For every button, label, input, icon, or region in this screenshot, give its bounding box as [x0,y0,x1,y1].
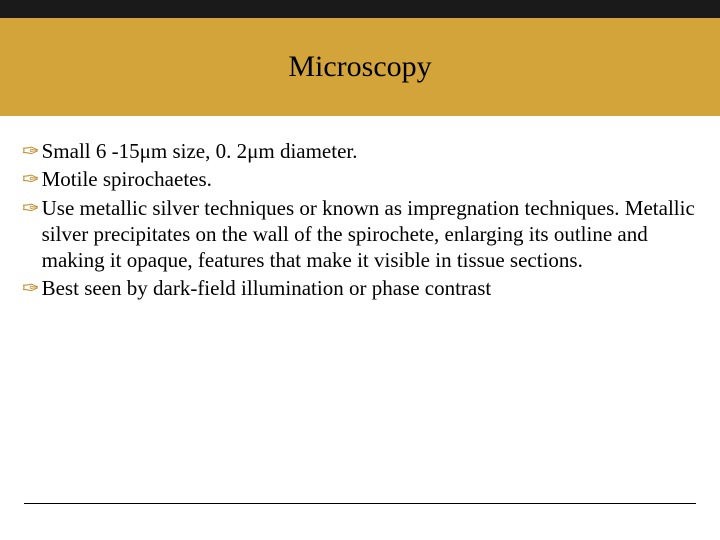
bullet-item: ✑ Motile spirochaetes. [22,166,698,192]
bullet-item: ✑ Use metallic silver techniques or know… [22,195,698,274]
footer-divider-line [24,503,696,505]
bullet-item: ✑ Best seen by dark-field illumination o… [22,275,698,301]
bullet-marker-icon: ✑ [22,166,40,192]
header-gold-band: Microscopy [0,18,720,116]
bullet-text: Motile spirochaetes. [42,166,698,192]
bullet-item: ✑ Small 6 -15μm size, 0. 2μm diameter. [22,138,698,164]
bullet-marker-icon: ✑ [22,138,40,164]
bullet-text: Small 6 -15μm size, 0. 2μm diameter. [42,138,698,164]
bullet-text: Use metallic silver techniques or known … [42,195,698,274]
bullet-marker-icon: ✑ [22,275,40,301]
content-area: ✑ Small 6 -15μm size, 0. 2μm diameter. ✑… [0,116,720,302]
header-dark-strip [0,0,720,18]
bullet-text: Best seen by dark-field illumination or … [42,275,698,301]
header-band: Microscopy [0,0,720,116]
slide-title: Microscopy [288,50,431,84]
bullet-marker-icon: ✑ [22,195,40,274]
